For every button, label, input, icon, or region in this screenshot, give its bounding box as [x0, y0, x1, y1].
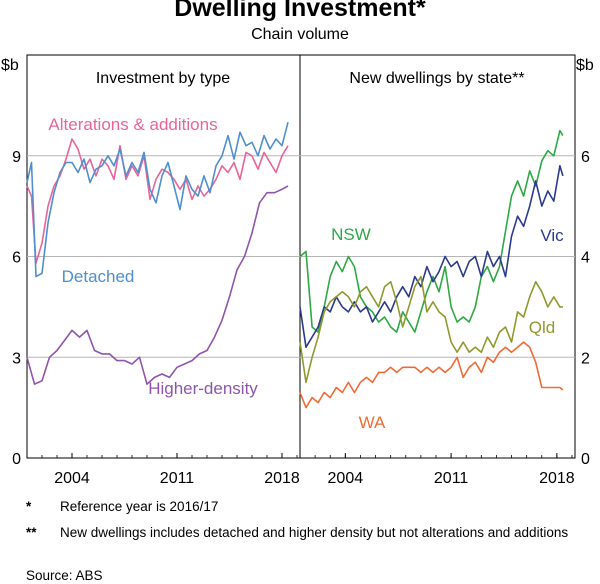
- y-tick-label-right-4: 4: [581, 250, 590, 267]
- chart-subtitle: Chain volume: [251, 26, 349, 43]
- chart-area: 0 3 6 9 $b 2004 2011 2018 Investment by type Alte…: [1, 54, 594, 487]
- x-tick-label-1-2018: 2018: [539, 470, 575, 487]
- footnote-2-text: New dwellings includes detached and high…: [60, 525, 569, 540]
- series-line-vic: [299, 165, 564, 349]
- series-line-higher-density: [26, 185, 289, 385]
- series-line-wa: [299, 341, 564, 409]
- y-tick-label-left-9: 9: [12, 149, 21, 166]
- y-unit-label-right: $b: [576, 57, 594, 74]
- series-line-qld: [299, 275, 563, 384]
- series-label-alterations-additions: Alterations & additions: [48, 115, 217, 134]
- y-tick-label-right-6: 6: [581, 149, 590, 166]
- series-label-qld: Qld: [529, 318, 555, 337]
- x-tick-label-0-2004: 2004: [54, 470, 90, 487]
- series-label-vic: Vic: [540, 226, 564, 245]
- series-label-nsw: NSW: [331, 225, 371, 244]
- series-label-wa: WA: [359, 413, 386, 432]
- source-note: Source: ABS: [26, 568, 103, 583]
- y-tick-label-left-6: 6: [12, 250, 21, 267]
- y-tick-label-right-0: 0: [581, 451, 590, 468]
- x-tick-label-1-2011: 2011: [434, 470, 469, 487]
- series-label-higher-density: Higher-density: [148, 379, 258, 398]
- series-line-detached: [26, 122, 289, 278]
- panel-title-1: New dwellings by state**: [349, 70, 524, 87]
- panel-title-0: Investment by type: [96, 70, 230, 87]
- x-tick-label-1-2004: 2004: [328, 470, 364, 487]
- y-tick-label-left-0: 0: [12, 451, 21, 468]
- series-label-detached: Detached: [62, 267, 135, 286]
- footnote-1-text: Reference year is 2016/17: [60, 499, 219, 514]
- y-tick-label-right-2: 2: [581, 350, 590, 367]
- series-line-nsw: [299, 129, 564, 333]
- y-unit-label-left: $b: [1, 57, 19, 74]
- footnote-2-mark: **: [26, 525, 37, 540]
- x-tick-label-0-2018: 2018: [264, 470, 300, 487]
- series-line-alterations-additions: [26, 138, 289, 265]
- chart-title: Dwelling Investment*: [174, 0, 426, 22]
- y-tick-label-left-3: 3: [12, 350, 21, 367]
- x-tick-label-0-2011: 2011: [160, 470, 195, 487]
- footnote-1-mark: *: [26, 499, 32, 514]
